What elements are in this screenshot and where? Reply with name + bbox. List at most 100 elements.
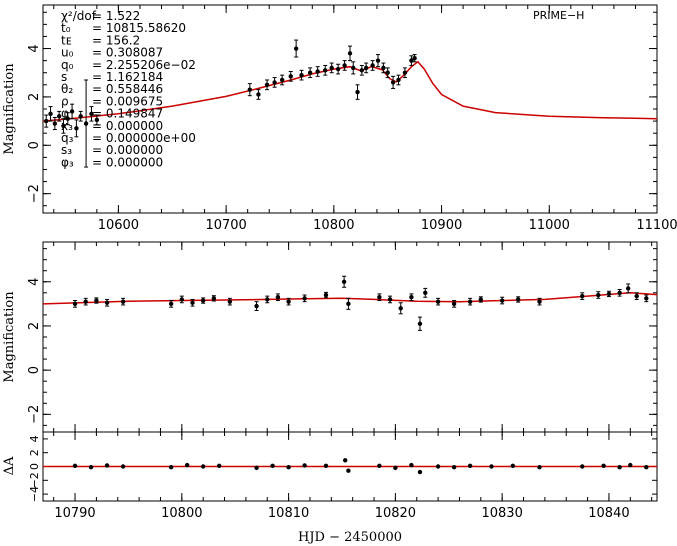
data-point (537, 299, 542, 304)
data-point (606, 291, 612, 297)
y-tick-label: 4 (27, 44, 42, 52)
top-y-axis-label: Magnification (2, 63, 17, 155)
data-point (335, 66, 341, 72)
legend-label: PRIME−H (533, 9, 584, 22)
data-point (52, 121, 58, 126)
data-point (227, 299, 233, 304)
data-point (387, 297, 393, 302)
data-point (94, 298, 99, 303)
data-point (634, 293, 639, 299)
param-name: θ₂ (61, 82, 73, 96)
data-point (264, 82, 270, 88)
x-tick-label: 10900 (421, 218, 462, 233)
param-name: q₀ (61, 58, 74, 72)
x-tick-label: 10600 (98, 218, 139, 233)
param-value: = 156.2 (92, 33, 140, 47)
data-point (104, 300, 110, 305)
data-point (601, 463, 606, 469)
data-point (323, 68, 328, 73)
x-tick-label: 11000 (529, 218, 570, 233)
data-point (351, 65, 356, 71)
data-point (596, 292, 601, 298)
data-point (72, 463, 78, 469)
data-point (467, 299, 473, 304)
data-point (323, 463, 329, 469)
data-point (402, 70, 408, 75)
data-point (375, 58, 381, 63)
data-point (69, 109, 75, 114)
data-point (89, 111, 94, 117)
param-value: = 1.162184 (92, 70, 163, 84)
data-point (254, 303, 259, 309)
data-point (168, 301, 174, 307)
y-tick-label: −4 (28, 486, 41, 502)
data-point (329, 65, 334, 71)
param-name: ρ (61, 94, 69, 108)
data-point (409, 462, 414, 468)
data-point (184, 462, 190, 468)
middle-panel-frame (42, 241, 658, 433)
data-point (88, 464, 94, 470)
data-point (72, 301, 78, 307)
data-point (288, 74, 293, 79)
residual-panel: 10790 10800 10810 10820 10830 10840 −4−2 0 2 4 (28, 432, 657, 521)
data-point (412, 56, 417, 61)
data-point (417, 321, 423, 326)
x-axis-label: HJD − 2450000 (298, 530, 402, 545)
data-point (644, 296, 649, 301)
x-tick-label: 10840 (588, 506, 629, 521)
data-point (200, 298, 206, 303)
data-point (341, 279, 347, 284)
data-point (56, 114, 62, 119)
param-value: = 0.558446 (92, 82, 163, 96)
param-name: φ₃ (61, 155, 74, 169)
data-point (644, 464, 649, 470)
data-point (355, 89, 360, 95)
data-point (625, 286, 631, 291)
data-point (44, 118, 49, 124)
param-value: = 10815.58620 (92, 21, 186, 35)
data-point (370, 63, 375, 68)
y-tick-label: 4 (28, 435, 41, 442)
y-tick-label: −2 (27, 405, 42, 424)
data-point (94, 117, 100, 123)
param-name: x₃ (61, 119, 73, 133)
data-point (435, 464, 441, 469)
x-tick-label: 10790 (54, 506, 95, 521)
middle-panel: −2 0 2 4 (27, 242, 658, 432)
data-point (385, 70, 390, 75)
param-value: = 0.308087 (92, 46, 163, 60)
data-point (286, 299, 291, 304)
param-value: = 0.000000 (92, 119, 163, 133)
data-point (377, 463, 382, 469)
data-point (628, 462, 633, 468)
residual-y-axis-label: ΔA (2, 456, 17, 475)
data-point (396, 77, 401, 83)
data-point (346, 301, 351, 307)
param-name: s (61, 70, 67, 84)
y-tick-label: 0 (27, 141, 42, 149)
data-point (347, 51, 353, 56)
data-point (377, 295, 382, 300)
data-point (451, 301, 457, 307)
data-point (467, 463, 473, 469)
data-point (417, 469, 423, 475)
data-point (216, 463, 222, 469)
data-point (78, 114, 83, 119)
y-tick-label: 2 (28, 449, 41, 456)
param-value: = 0.149847 (92, 107, 163, 121)
data-point (381, 65, 386, 71)
data-point (398, 306, 403, 311)
data-point (510, 463, 516, 469)
data-point (323, 292, 329, 298)
data-point (499, 298, 505, 303)
data-point (200, 464, 206, 469)
data-point (359, 68, 365, 73)
model-curve (42, 60, 658, 122)
param-name: φ (61, 107, 69, 121)
y-tick-label: −2 (27, 184, 42, 203)
x-tick-label: 10800 (313, 218, 354, 233)
data-point (302, 463, 307, 468)
param-value: = 0.009675 (92, 94, 163, 108)
